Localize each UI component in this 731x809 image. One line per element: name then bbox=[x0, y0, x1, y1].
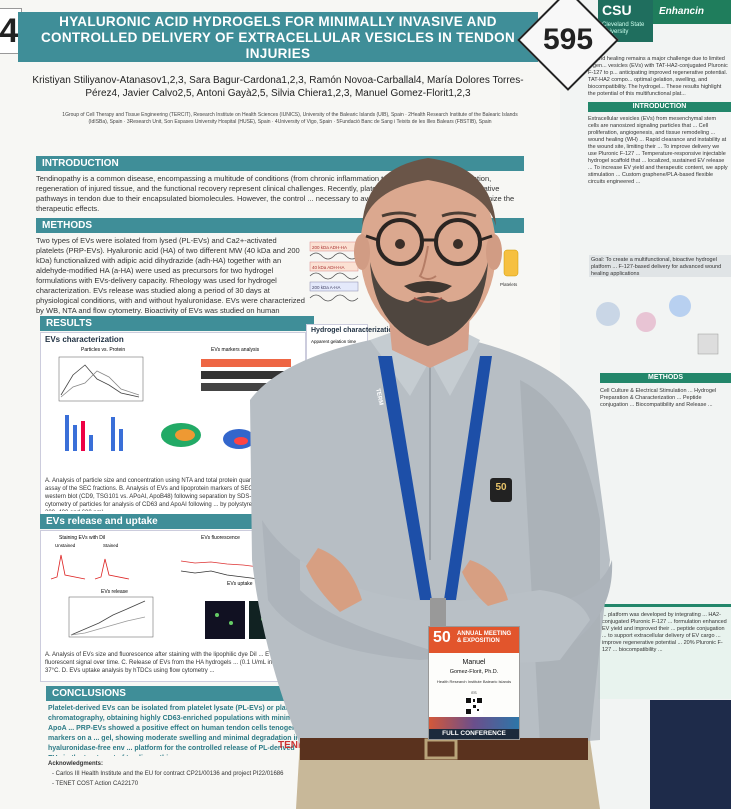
ack-line-1: - Carlos III Health Institute and the EU… bbox=[52, 771, 284, 777]
badge-org: Health Research Institute Balearic Islan… bbox=[436, 679, 512, 684]
diagram-label-1: 200 kDa ADH-HA bbox=[312, 245, 347, 250]
badge-country: ES bbox=[471, 690, 477, 695]
poster-affiliations: 1Group of Cell Therapy and Tissue Engine… bbox=[62, 112, 518, 125]
section-conclusions: CONCLUSIONS bbox=[46, 686, 298, 701]
right-methods-text: Cell Culture & Electrical Stimulation ..… bbox=[600, 388, 717, 408]
diagram-label-2: 40 kDa ADH-HA bbox=[312, 265, 345, 270]
poster-title: HYALURONIC ACID HYDROGELS FOR MINIMALLY … bbox=[40, 14, 516, 61]
characterization-figures bbox=[58, 356, 291, 451]
diagram-label-4: Platelets bbox=[500, 282, 518, 287]
csu-logo-sub: Cleveland State University bbox=[602, 22, 645, 35]
right-intro-header: INTRODUCTION bbox=[588, 102, 731, 112]
methods-text: Two types of EVs were isolated from lyse… bbox=[36, 236, 305, 315]
badge-full-name: Gomez-Florit, Ph.D. bbox=[449, 669, 499, 675]
panel-b-title: EVs markers analysis bbox=[211, 347, 260, 353]
board-number-595: 595 bbox=[542, 23, 594, 56]
badge-first-name: Manuel bbox=[462, 659, 486, 666]
badge-header bbox=[429, 627, 519, 653]
poster-title-banner bbox=[18, 12, 538, 62]
csu-logo: CSU bbox=[602, 2, 632, 18]
hydrogel-title: Hydrogel characterization bbox=[311, 327, 397, 334]
right-diagram bbox=[596, 295, 719, 355]
right-goal-text: Goal: To create a multifunctional, bioac… bbox=[591, 257, 722, 277]
right-goal-box bbox=[589, 255, 731, 277]
release-caption: A. Analysis of EVs size and fluorescence… bbox=[45, 652, 295, 674]
badge-type: FULL CONFERENCE bbox=[429, 729, 519, 739]
characterization-caption: A. Analysis of particle size and concent… bbox=[45, 478, 296, 511]
evs-release-label: EVs release bbox=[101, 589, 128, 595]
badge-skyline bbox=[429, 717, 519, 729]
lapel-pin: 50 bbox=[495, 482, 507, 493]
evs-uptake-label: EVs uptake bbox=[227, 581, 253, 587]
panel-a-title: Particles vs. Protein bbox=[81, 347, 126, 353]
right-banner: Enhancin bbox=[653, 0, 731, 24]
right-results-text: ... platform was developed by integratin… bbox=[602, 612, 727, 653]
footer-logo: TENET bbox=[278, 740, 311, 751]
introduction-text: Tendinopathy is a common disease, encomp… bbox=[36, 174, 515, 213]
right-intro-text: Extracellular vesicles (EVs) from mesenc… bbox=[588, 116, 728, 185]
results-characterization-panel: EVs characterization Particles vs. Prote… bbox=[40, 332, 306, 516]
poster-authors: Kristiyan Stiliyanov-Atanasov1,2,3, Sara… bbox=[32, 75, 524, 99]
ack-line-2: - TENET COST Action CA22170 bbox=[52, 781, 139, 787]
evs-fluorescence-label: EVs fluorescence bbox=[201, 535, 240, 541]
gelation-label: Apparent gelation time bbox=[311, 339, 357, 344]
evs-char-title: EVs characterization bbox=[45, 335, 124, 344]
section-results: RESULTS bbox=[40, 316, 314, 331]
ack-title: Acknowledgments: bbox=[48, 761, 104, 767]
staining-label: Staining EVs with DiI bbox=[59, 535, 106, 541]
name-badge: 50 ANNUAL MEETING & EXPOSITION Manuel Go… bbox=[428, 626, 520, 740]
conclusions-text: Platelet-derived EVs can be isolated fro… bbox=[48, 705, 308, 756]
section-release: EVs release and uptake bbox=[40, 514, 304, 529]
badge-event-number: 50 bbox=[433, 629, 451, 646]
stained-label: Stained bbox=[103, 543, 119, 548]
methods-diagram: 200 kDa ADH-HA 40 kDa ADH-HA 200 kDa A-H… bbox=[309, 241, 519, 302]
unstained-label: Unstained bbox=[55, 543, 76, 548]
badge-event-name: ANNUAL MEETING & EXPOSITION bbox=[457, 631, 512, 644]
right-top-text: Wound healing remains a major challenge … bbox=[588, 56, 728, 96]
diagram-label-3: 200 kDa A-HA bbox=[312, 285, 341, 290]
badge-qr-code bbox=[465, 697, 483, 715]
right-results-box bbox=[598, 604, 731, 699]
right-methods-header: METHODS bbox=[600, 373, 731, 383]
